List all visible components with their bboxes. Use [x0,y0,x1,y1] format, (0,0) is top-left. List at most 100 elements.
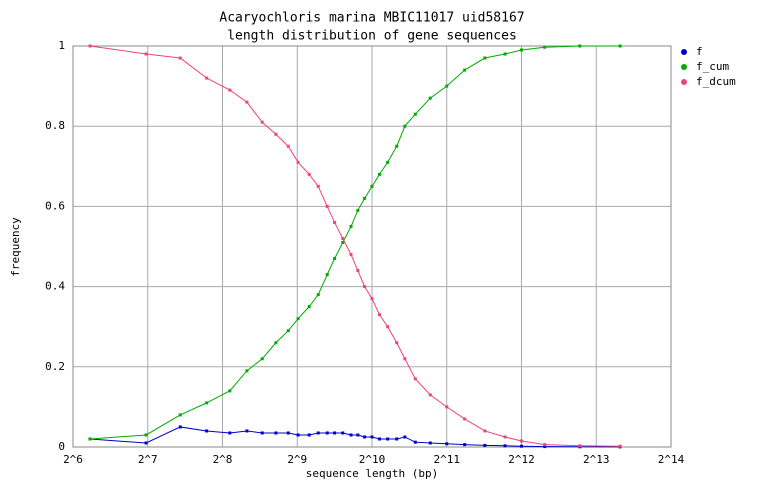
plot-border [72,45,672,448]
data-point [245,100,249,104]
data-point [316,184,320,188]
data-point [88,437,92,441]
data-point [349,224,353,228]
data-point [260,357,264,361]
data-point [395,341,399,345]
data-point [356,269,360,273]
data-point [618,444,622,448]
data-point [363,285,367,289]
data-point [403,435,407,439]
data-point [333,257,337,261]
data-point [356,208,360,212]
data-point [428,96,432,100]
data-point [403,357,407,361]
data-point [463,443,467,447]
data-point [463,417,467,421]
data-point [144,433,148,437]
data-point [483,443,487,447]
data-point [503,52,507,56]
x-tick-label: 2^6 [63,453,83,466]
data-point [205,401,209,405]
data-point [543,445,547,449]
data-point [520,48,523,52]
y-axis-label: frequency [9,217,22,277]
data-point [445,405,449,409]
data-point [325,273,329,277]
data-point [260,120,264,124]
data-point [286,329,290,333]
data-point [286,431,290,435]
x-tick-label: 2^10 [359,453,386,466]
data-point [363,435,367,439]
data-point [386,160,390,164]
data-point [316,431,320,435]
data-point [445,84,449,88]
data-point [274,341,278,345]
data-point [413,377,417,381]
chart-subtitle: length distribution of gene sequences [227,29,517,44]
data-point [445,442,449,446]
data-point [296,433,300,437]
data-point [349,253,353,257]
data-point [578,44,582,48]
data-point [296,160,300,164]
data-point [316,293,320,297]
data-point [370,297,374,301]
y-tick-label: 0.4 [45,280,65,293]
x-tick-label: 2^7 [138,453,158,466]
legend-label: f_dcum [696,75,736,88]
y-tick-label: 0 [58,440,65,453]
data-point [395,144,399,148]
data-point [144,52,148,56]
legend-label: f_cum [696,60,729,73]
data-point [378,172,382,176]
y-tick-label: 0.2 [45,360,65,373]
data-point [543,443,547,447]
data-point [618,44,622,48]
x-tick-label: 2^9 [287,453,307,466]
x-axis-label: sequence length (bp) [306,467,438,480]
data-point [178,56,182,60]
data-point [245,429,249,433]
data-point [578,444,582,448]
data-point [428,441,432,445]
data-point [228,88,232,92]
data-point [88,44,92,48]
data-point [341,431,345,435]
data-point [228,431,232,435]
data-point [428,393,432,397]
data-point [307,433,311,437]
data-point [307,305,311,309]
legend-label: f [696,45,703,58]
x-tick-label: 2^11 [434,453,461,466]
data-point [178,413,182,417]
data-point [413,440,417,444]
data-point [503,444,507,448]
data-point [333,431,337,435]
data-point [370,184,374,188]
data-point [370,435,374,439]
data-point [333,220,337,224]
data-point [341,236,345,240]
data-point [395,437,399,441]
x-tick-label: 2^12 [508,453,535,466]
data-point [274,132,278,136]
data-point [325,431,329,435]
data-point [349,433,353,437]
data-point [260,431,264,435]
data-point [144,441,148,445]
data-point [325,204,329,208]
data-point [286,144,290,148]
data-point [386,437,390,441]
data-point [503,435,507,439]
data-point [543,45,547,49]
data-point [378,313,382,317]
data-point [483,429,487,433]
legend-marker [681,64,687,70]
data-point [483,56,487,60]
y-tick-label: 0.8 [45,119,65,132]
data-point [356,433,360,437]
legend-marker [681,79,687,85]
